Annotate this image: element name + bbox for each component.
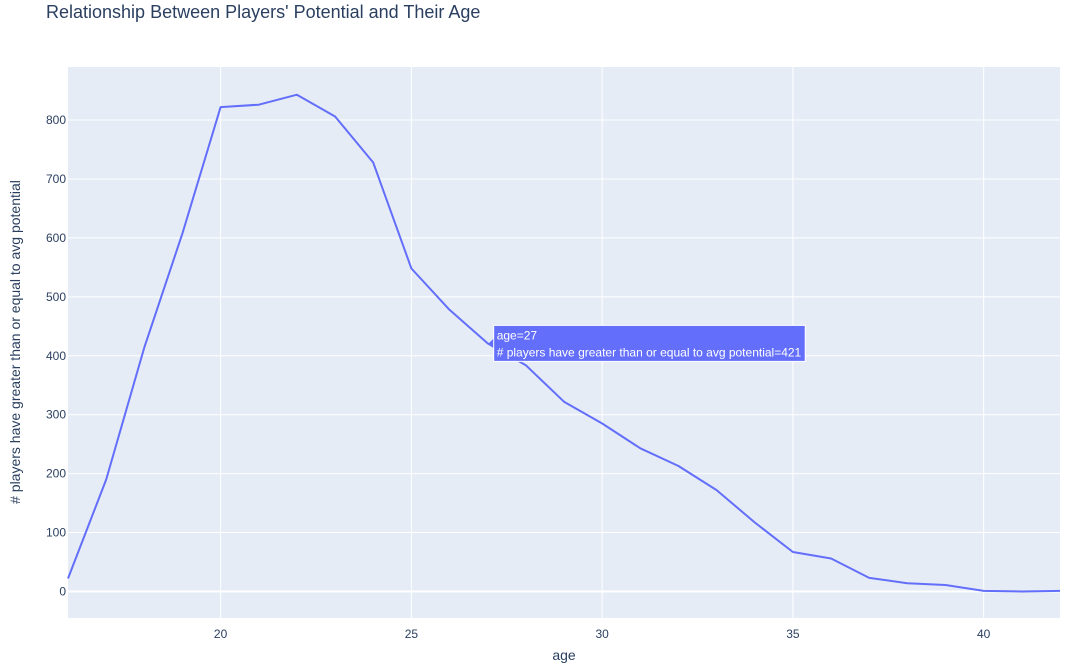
data-point[interactable] xyxy=(790,549,796,555)
y-tick-label: 100 xyxy=(46,526,66,540)
x-tick-label: 20 xyxy=(214,627,228,641)
data-point[interactable] xyxy=(828,555,834,561)
data-point[interactable] xyxy=(332,114,338,120)
data-point[interactable] xyxy=(1057,588,1063,594)
data-point[interactable] xyxy=(65,576,71,582)
data-point[interactable] xyxy=(179,230,185,236)
y-tick-label: 800 xyxy=(46,113,66,127)
hover-age-text: age=27 xyxy=(497,328,538,342)
data-point[interactable] xyxy=(943,582,949,588)
y-tick-label: 300 xyxy=(46,408,66,422)
x-tick-label: 30 xyxy=(595,627,609,641)
x-tick-label: 35 xyxy=(786,627,800,641)
y-tick-label: 700 xyxy=(46,172,66,186)
x-tick-label: 25 xyxy=(405,627,419,641)
data-point[interactable] xyxy=(599,421,605,427)
hover-value-text: # players have greater than or equal to … xyxy=(497,345,802,359)
data-point[interactable] xyxy=(447,307,453,313)
data-point[interactable] xyxy=(714,487,720,493)
x-axis-label: age xyxy=(552,647,576,663)
data-point[interactable] xyxy=(103,477,109,483)
data-point[interactable] xyxy=(294,92,300,98)
data-point[interactable] xyxy=(218,104,224,110)
data-point[interactable] xyxy=(904,580,910,586)
data-point[interactable] xyxy=(523,362,529,368)
x-tick-label: 40 xyxy=(977,627,991,641)
y-tick-label: 0 xyxy=(59,584,66,598)
y-tick-label: 500 xyxy=(46,290,66,304)
data-point[interactable] xyxy=(981,588,987,594)
y-tick-label: 400 xyxy=(46,349,66,363)
data-point[interactable] xyxy=(752,520,758,526)
series-line-group xyxy=(67,93,1061,593)
data-point[interactable] xyxy=(256,102,262,108)
data-point[interactable] xyxy=(408,266,414,272)
series-line[interactable] xyxy=(67,93,1061,593)
data-point[interactable] xyxy=(675,463,681,469)
chart-title: Relationship Between Players' Potential … xyxy=(46,2,480,22)
y-tick-label: 600 xyxy=(46,231,66,245)
y-tick-label: 200 xyxy=(46,467,66,481)
data-point[interactable] xyxy=(1019,588,1025,594)
data-point[interactable] xyxy=(561,399,567,405)
hover-tooltip: age=27 # players have greater than or eq… xyxy=(488,324,806,362)
data-point[interactable] xyxy=(141,345,147,351)
data-point[interactable] xyxy=(866,575,872,581)
hover-box xyxy=(493,324,806,362)
x-axis-ticks: 20 25 30 35 40 xyxy=(214,627,991,641)
data-point[interactable] xyxy=(637,445,643,451)
data-point[interactable] xyxy=(370,159,376,165)
y-axis-label: # players have greater than or equal to … xyxy=(7,180,23,504)
y-axis-ticks: 0 100 200 300 400 500 600 700 800 xyxy=(46,113,66,598)
